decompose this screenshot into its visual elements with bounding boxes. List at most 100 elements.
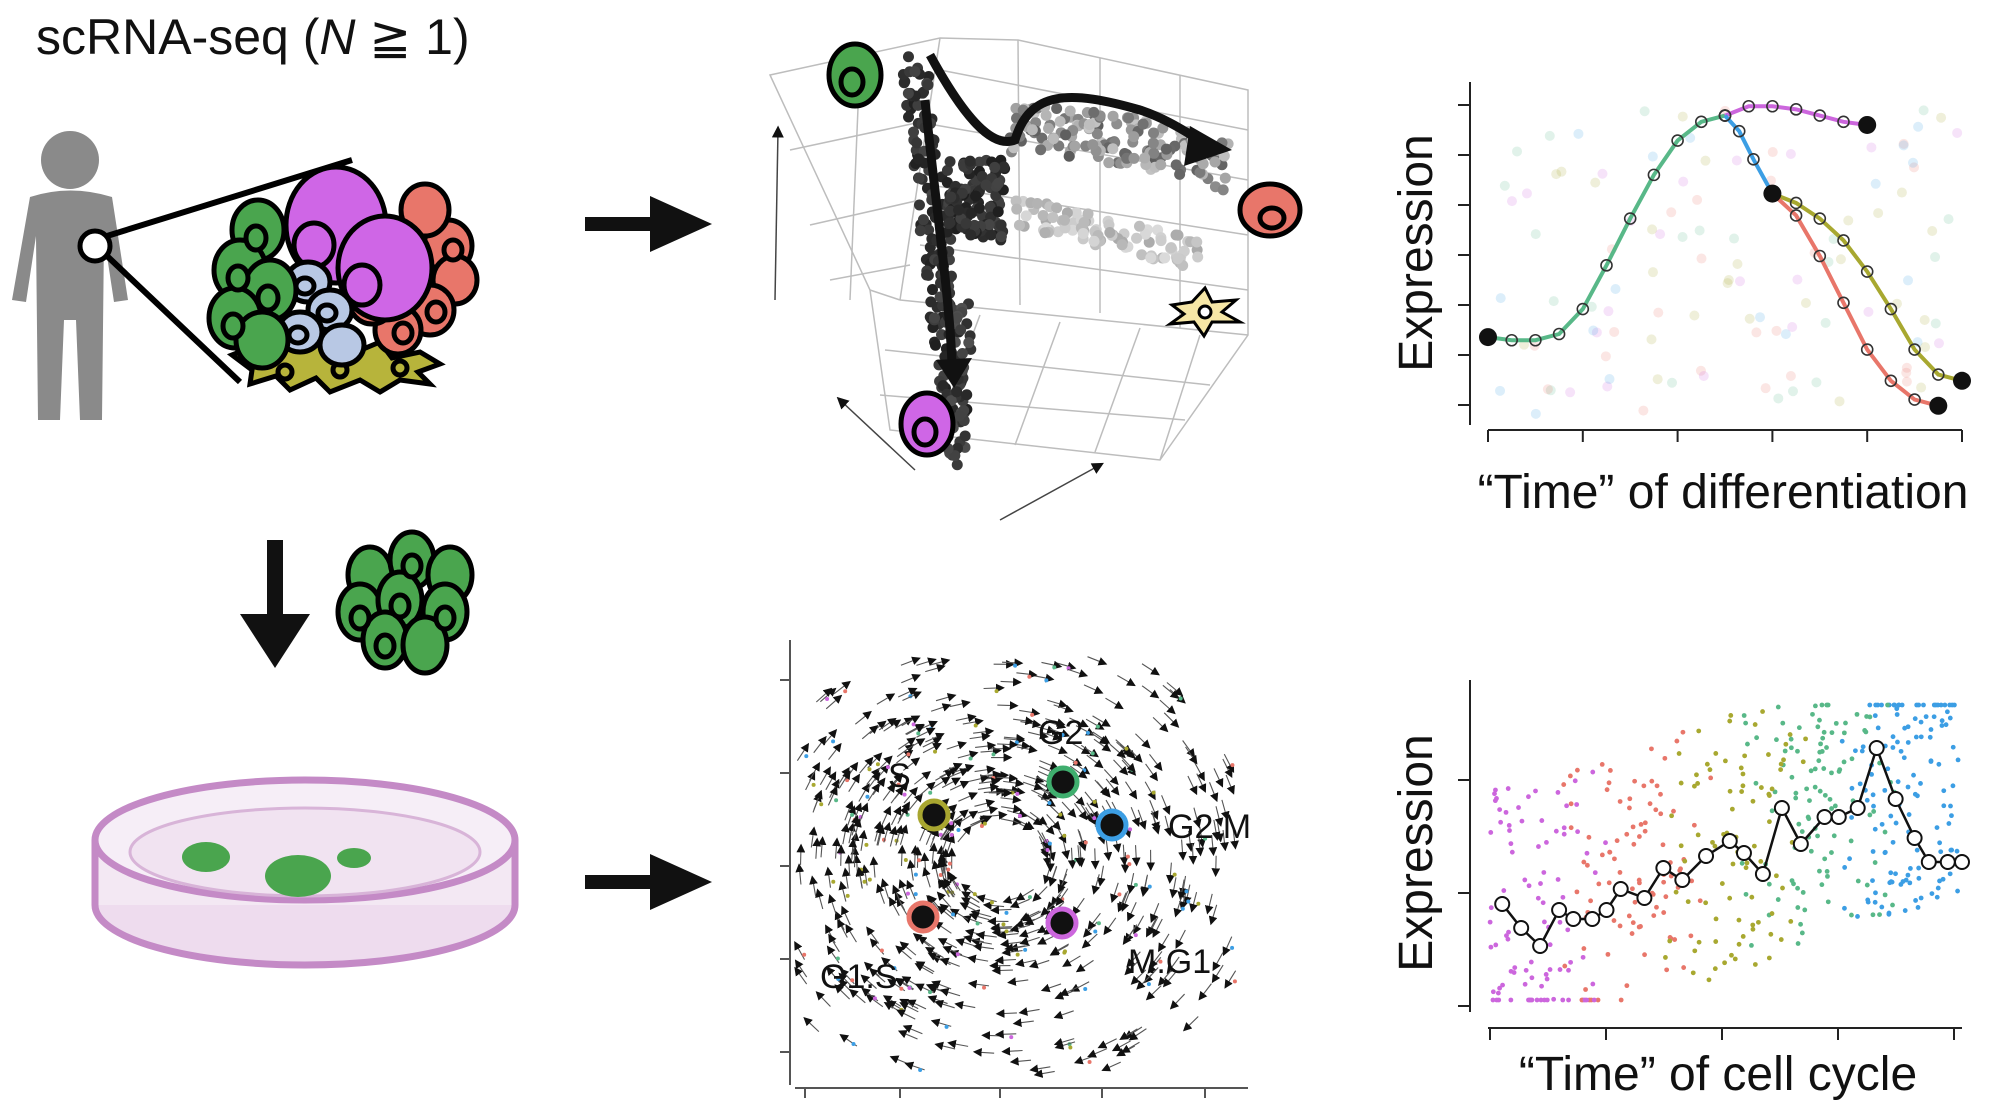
velocity-arrow bbox=[929, 827, 940, 848]
x-axis-label: “Time” of differentiation bbox=[1478, 466, 1969, 519]
background-point bbox=[1730, 861, 1736, 867]
cell-point bbox=[1051, 102, 1063, 114]
cell-point bbox=[951, 386, 963, 398]
background-point bbox=[1674, 738, 1680, 744]
velocity-arrow bbox=[1001, 947, 1023, 957]
velocity-arrow bbox=[1024, 914, 1044, 925]
data-point bbox=[1529, 333, 1542, 347]
background-point bbox=[1820, 317, 1831, 328]
background-point bbox=[1955, 888, 1960, 894]
petri-dish-icon bbox=[91, 776, 519, 969]
cell-point bbox=[831, 879, 836, 884]
cell-point bbox=[922, 79, 934, 91]
cell-point bbox=[1107, 143, 1119, 155]
phase-label-MG1: M.G1 bbox=[1128, 943, 1211, 981]
cell-point bbox=[1217, 184, 1229, 196]
background-point bbox=[1819, 882, 1825, 888]
background-point bbox=[1800, 759, 1806, 765]
velocity-arrow bbox=[1048, 744, 1068, 755]
background-point bbox=[1591, 997, 1597, 1003]
background-point bbox=[1821, 729, 1827, 735]
velocity-arrow bbox=[949, 949, 970, 959]
background-point bbox=[1637, 834, 1642, 839]
velocity-arrow bbox=[1173, 896, 1183, 918]
cell-point bbox=[905, 812, 910, 817]
background-point bbox=[1812, 784, 1818, 790]
velocity-arrow bbox=[1053, 704, 1074, 714]
background-point bbox=[1899, 702, 1905, 708]
velocity-arrow bbox=[916, 727, 936, 738]
background-point bbox=[1495, 293, 1506, 304]
velocity-arrow bbox=[827, 786, 838, 806]
background-point bbox=[1767, 819, 1772, 825]
cell-point bbox=[1014, 740, 1019, 745]
background-point bbox=[1719, 881, 1725, 886]
salmon-cell-icon bbox=[1237, 181, 1303, 239]
background-point bbox=[1646, 334, 1657, 345]
velocity-arrow bbox=[840, 823, 850, 845]
velocity-arrow bbox=[933, 921, 952, 934]
data-point bbox=[1860, 343, 1874, 356]
cell-point bbox=[1131, 232, 1143, 244]
background-point bbox=[1743, 720, 1749, 726]
background-point bbox=[1783, 741, 1789, 747]
velocity-arrow bbox=[1072, 742, 1091, 755]
background-point bbox=[1506, 929, 1511, 935]
velocity-arrow bbox=[845, 761, 859, 780]
cell-point bbox=[995, 231, 1007, 243]
velocity-arrow bbox=[869, 856, 879, 878]
velocity-arrow bbox=[978, 777, 1001, 787]
cell-point bbox=[1047, 211, 1059, 223]
background-points bbox=[1487, 702, 1961, 1003]
velocity-arrow bbox=[939, 858, 948, 880]
background-point bbox=[1866, 142, 1877, 153]
velocity-arrow bbox=[1149, 753, 1163, 772]
background-point bbox=[1831, 833, 1837, 839]
background-point bbox=[1749, 894, 1755, 900]
velocity-arrow bbox=[968, 912, 990, 921]
velocity-arrow bbox=[1003, 778, 1025, 788]
expression-line bbox=[1494, 740, 1970, 954]
velocity-arrow bbox=[935, 693, 957, 702]
velocity-arrow bbox=[859, 802, 869, 823]
background-point bbox=[1685, 899, 1691, 905]
data-point bbox=[1623, 212, 1637, 225]
background-point bbox=[1760, 709, 1765, 714]
background-point bbox=[1849, 815, 1854, 820]
velocity-arrow bbox=[1092, 715, 1111, 727]
background-point bbox=[1775, 704, 1781, 710]
cell-point bbox=[1078, 217, 1090, 229]
velocity-arrow bbox=[1101, 1061, 1121, 1072]
background-point bbox=[1907, 880, 1913, 886]
velocity-arrow bbox=[897, 1030, 918, 1040]
velocity-arrow bbox=[990, 924, 1012, 933]
background-point bbox=[1946, 821, 1952, 826]
cell-point bbox=[1124, 746, 1129, 751]
background-point bbox=[1787, 321, 1798, 332]
background-point bbox=[1751, 843, 1757, 849]
background-point bbox=[1819, 702, 1825, 708]
velocity-arrow bbox=[1131, 845, 1141, 867]
data-point bbox=[1906, 830, 1923, 846]
velocity-arrow bbox=[968, 774, 990, 783]
cell-point bbox=[929, 339, 941, 351]
cell-point bbox=[916, 858, 921, 863]
background-point bbox=[1534, 997, 1540, 1003]
background-point bbox=[1894, 712, 1900, 717]
velocity-arrow bbox=[967, 979, 990, 989]
velocity-arrow bbox=[1028, 959, 1050, 969]
velocity-arrow bbox=[1087, 912, 1101, 931]
cell-point bbox=[1096, 921, 1101, 926]
background-point bbox=[1834, 396, 1845, 407]
background-point bbox=[1602, 381, 1613, 392]
background-point bbox=[1547, 967, 1553, 972]
background-point bbox=[1580, 954, 1586, 960]
background-point bbox=[1723, 274, 1734, 285]
background-point bbox=[1544, 976, 1550, 982]
velocity-arrow bbox=[1211, 964, 1224, 984]
cell-point bbox=[862, 879, 867, 884]
velocity-arrow bbox=[981, 1031, 1003, 1040]
background-point bbox=[1758, 859, 1764, 864]
velocity-arrow bbox=[948, 872, 961, 892]
background-point bbox=[1662, 755, 1668, 761]
